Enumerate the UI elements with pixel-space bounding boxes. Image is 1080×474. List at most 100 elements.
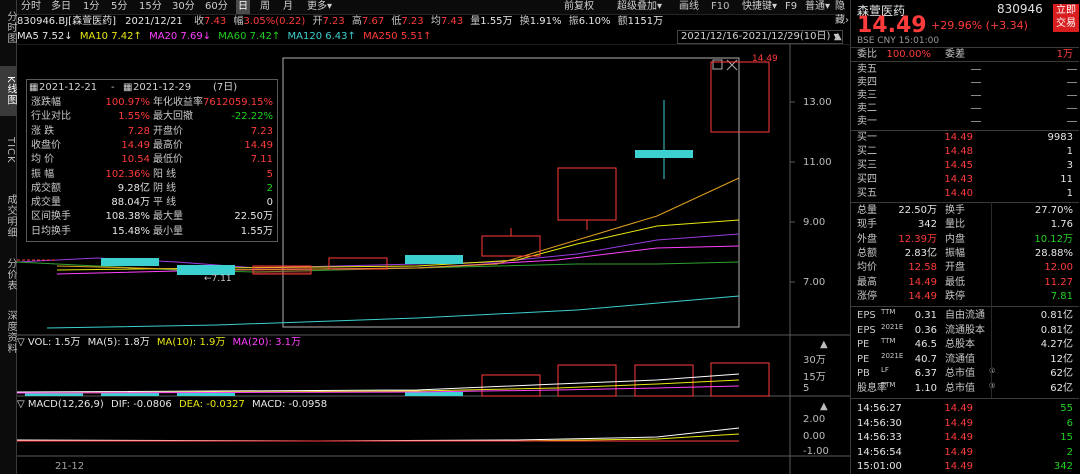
draw-line-button[interactable]: 画线: [679, 1, 699, 12]
period-week[interactable]: 周: [260, 1, 270, 12]
vol-collapse-icon[interactable]: ▽: [17, 337, 28, 348]
finance-label: 自由流通: [945, 310, 985, 321]
vol-settings-icon[interactable]: ▲: [820, 339, 828, 350]
tick-time: 14:56:54: [857, 446, 902, 458]
period-more[interactable]: 更多▾: [307, 1, 333, 12]
buy-volume: 9983: [1047, 132, 1073, 143]
period-timeshare[interactable]: 分时: [21, 1, 41, 12]
nav-tab-tick[interactable]: TICK: [5, 136, 16, 164]
vol-value-label: VOL: 1.5万: [27, 337, 81, 348]
buy-price: 14.48: [944, 146, 973, 157]
stats-label: 行业对比: [31, 111, 71, 123]
buy-price: 14.43: [944, 174, 973, 185]
nav-tab-trade-detail[interactable]: 成交明细: [5, 194, 16, 238]
stats-value: 100.97%: [105, 97, 151, 108]
period-5min[interactable]: 5分: [111, 1, 128, 12]
vol-header: ▽ VOL: 1.5万 MA(5): 1.8万 MA(10): 1.9万 MA(…: [17, 336, 301, 349]
stats-to-date[interactable]: 2021-12-29: [133, 82, 192, 93]
stats-label: 阳 线: [153, 168, 177, 180]
price-axis-tick: 7.00: [803, 277, 826, 288]
quote-value: 14.49: [908, 290, 937, 302]
stats-label: 均 价: [31, 154, 55, 166]
date-axis-label: 21-12: [55, 461, 85, 472]
period-30min[interactable]: 30分: [172, 1, 195, 12]
overlay-button[interactable]: 超级叠加▾: [617, 1, 663, 12]
chevron-down-icon: ▾: [825, 1, 831, 12]
quote-label: 内盘: [945, 233, 965, 245]
buy-level-label: 买五: [857, 188, 877, 199]
weicha-value: 1万: [1056, 49, 1073, 60]
sell-level-label: 卖一: [857, 116, 877, 127]
period-60min[interactable]: 60分: [205, 1, 228, 12]
quote-value: 22.50万: [898, 205, 937, 216]
finance-sublabel: TTM: [881, 308, 896, 316]
price-axis-tick: 9.00: [803, 217, 826, 228]
stats-label: 最高价: [153, 139, 183, 151]
nav-tab-kline[interactable]: K线图: [0, 66, 16, 116]
stats-label: 成交额: [31, 182, 61, 194]
period-day[interactable]: 日: [236, 0, 250, 14]
finance-label: 总市值: [945, 382, 975, 394]
tick-price: 14.49: [944, 432, 973, 443]
stats-value: 108.38%: [105, 211, 151, 223]
nav-tab-depth[interactable]: 深度资料: [5, 310, 16, 354]
finance-sublabel: 2021E: [881, 351, 904, 360]
quote-label: 开盘: [945, 262, 965, 274]
tick-time: 15:01:00: [857, 461, 902, 472]
macd-title: MACD(12,26,9): [27, 399, 104, 410]
low-value: 7.23: [401, 16, 424, 27]
shortcut-button[interactable]: 快捷键▾: [742, 1, 778, 12]
finance-value: 12亿: [1050, 353, 1073, 365]
stats-row: 收盘价 14.49 最高价 14.49: [27, 139, 277, 152]
selection-box[interactable]: [282, 57, 740, 328]
f10-button[interactable]: F10: [711, 1, 730, 12]
weicha-label: 委差: [945, 49, 965, 60]
stats-value: 7612059.15%: [203, 97, 273, 108]
hide-button[interactable]: 隐藏›: [835, 1, 849, 26]
quote-value: 7.81: [1050, 290, 1073, 302]
turnover-value: 1.91%: [529, 16, 562, 27]
chart-settings-icon[interactable]: ▲: [834, 31, 842, 42]
bar-date: 2021/12/21: [125, 16, 183, 27]
macd-settings-icon[interactable]: ▲: [820, 401, 828, 412]
nav-tab-price-table[interactable]: 分价表: [5, 257, 16, 291]
finance-value: 62亿: [1050, 368, 1073, 379]
vol-ma5-label: MA(5): 1.8万: [87, 337, 150, 348]
maximize-icon[interactable]: [712, 59, 723, 70]
stats-label: 开盘价: [153, 125, 183, 137]
period-1min[interactable]: 1分: [83, 1, 100, 12]
normal-mode-button[interactable]: 普通▾: [805, 1, 831, 12]
quote-value: 10.12万: [1034, 233, 1073, 245]
stats-value: 7.23: [250, 125, 273, 137]
quote-label: 外盘: [857, 233, 877, 245]
ma20-value: MA20 7.69↓: [149, 31, 212, 42]
quote-value: 28.88%: [1034, 247, 1073, 259]
stats-value: 0: [266, 197, 273, 209]
sell-level-label: 卖五: [857, 64, 877, 75]
macd-axis-tick: -1.00: [803, 446, 829, 457]
quote-value: 2.83亿: [904, 247, 937, 259]
stats-from-date[interactable]: 2021-12-21: [39, 82, 98, 93]
stats-label: 最低价: [153, 154, 183, 166]
vol-axis-tick: 5: [803, 383, 810, 394]
period-month[interactable]: 月: [283, 1, 293, 12]
period-multiday[interactable]: 多日: [51, 1, 71, 12]
quote-label: 振幅: [945, 247, 965, 259]
trade-now-button[interactable]: 立即交易: [1053, 4, 1079, 32]
quote-label: 总量: [857, 205, 877, 216]
stats-value: 15.48%: [111, 225, 150, 237]
vol-bar: [25, 393, 83, 396]
vol-axis-tick: 30万: [803, 355, 826, 366]
period-15min[interactable]: 15分: [139, 1, 162, 12]
stats-label: 振 幅: [31, 168, 55, 180]
adjust-button[interactable]: 前复权: [564, 1, 594, 12]
f9-button[interactable]: F9: [785, 1, 798, 12]
nav-tab-timeshare[interactable]: 分时图: [5, 10, 16, 44]
quote-value: 342: [917, 219, 937, 231]
finance-value: 0.81亿: [1040, 324, 1073, 336]
ma20-line: [56, 245, 740, 275]
calendar-icon: ▦: [29, 82, 39, 93]
date-range-selector[interactable]: 2021/12/16-2021/12/29(10日) ▾: [677, 30, 843, 44]
stats-value: 102.36%: [105, 168, 151, 180]
macd-collapse-icon[interactable]: ▽: [17, 399, 28, 410]
